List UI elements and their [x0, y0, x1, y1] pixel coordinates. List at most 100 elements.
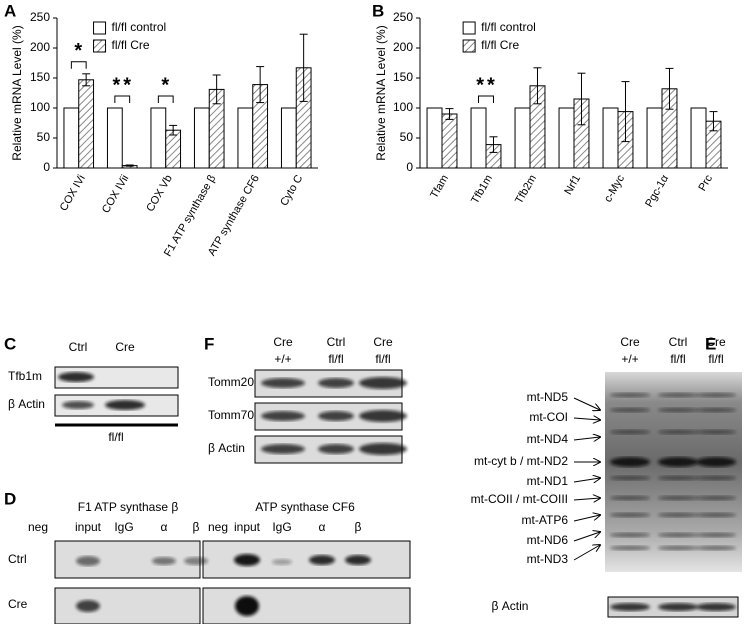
band: [62, 401, 94, 409]
column-label: fl/fl: [670, 352, 685, 366]
band: [696, 475, 736, 481]
arrow: [573, 397, 600, 410]
band: [610, 495, 650, 501]
column-label: Cre: [373, 335, 393, 349]
band: [359, 443, 407, 455]
significance-bracket: [70, 61, 87, 69]
genotype-label: fl/fl: [108, 430, 123, 444]
row-label: Tomm70: [208, 408, 254, 422]
y-tick-label: 150: [393, 70, 413, 84]
band: [610, 512, 650, 518]
band: [610, 475, 650, 481]
legend-swatch: [462, 21, 476, 35]
bar: [63, 107, 80, 169]
gel: [605, 372, 742, 572]
group-title: ATP synthase CF6: [255, 500, 355, 514]
arrow: [573, 545, 600, 561]
column-label: Ctrl: [327, 335, 346, 349]
lane-label: neg: [28, 520, 48, 534]
legend-label: fl/fl control: [112, 20, 167, 34]
column-label: +/+: [274, 352, 291, 366]
error-bar: [256, 66, 265, 104]
significance-label: *: [74, 40, 85, 62]
band: [309, 555, 335, 565]
band: [696, 532, 736, 538]
y-tick-label: 0: [43, 160, 50, 174]
arrow: [573, 478, 600, 482]
error-bar: [445, 108, 454, 120]
error-bar: [299, 33, 308, 102]
column-label: fl/fl: [375, 352, 390, 366]
arrow: [573, 418, 600, 420]
column-label: Ctrl: [69, 340, 88, 354]
lane-label: neg: [208, 520, 228, 534]
band: [610, 603, 650, 611]
bar: [558, 107, 575, 169]
bar: [514, 107, 531, 169]
y-tick-label: 0: [406, 160, 413, 174]
y-axis-label: Relative mRNA Level (%): [374, 25, 388, 160]
x-tick-label: Cyto C: [278, 173, 305, 208]
band-label: mt-ND5: [527, 390, 569, 404]
band-label: mt-ND6: [527, 533, 569, 547]
bar: [150, 107, 167, 169]
x-tick-label: Prc: [696, 173, 715, 194]
error-bar: [169, 124, 178, 136]
band-label: mt-ND3: [527, 552, 569, 566]
band: [76, 600, 100, 612]
x-tick-label: Tfb2m: [513, 173, 539, 206]
bar: [426, 107, 443, 169]
band: [261, 411, 305, 421]
bar: [193, 107, 210, 169]
group-title: F1 ATP synthase β: [78, 500, 179, 514]
y-tick-label: 200: [30, 40, 50, 54]
error-bar: [533, 67, 542, 105]
band: [696, 429, 736, 435]
bar: [78, 79, 95, 169]
x-tick-label: Nrf1: [562, 173, 583, 197]
band: [696, 392, 736, 398]
y-tick-label: 50: [400, 130, 414, 144]
lane-label: IgG: [272, 520, 291, 534]
y-tick-label: 100: [393, 100, 413, 114]
band: [610, 457, 650, 467]
error-bar: [621, 81, 630, 143]
bar: [106, 107, 123, 169]
band: [261, 378, 305, 388]
error-bar: [212, 74, 221, 105]
significance-label: **: [112, 74, 134, 96]
panel-label: B: [372, 1, 384, 20]
bar: [602, 107, 619, 169]
error-bar: [665, 67, 674, 110]
band: [318, 411, 354, 421]
band: [658, 457, 698, 467]
band: [272, 559, 292, 565]
lane-label: α: [319, 520, 326, 534]
band: [234, 554, 260, 566]
band: [318, 444, 354, 454]
band-label: mt-ND1: [527, 474, 569, 488]
panel-label: D: [4, 489, 16, 508]
band-label: mt-cyt b / mt-ND2: [474, 454, 568, 468]
column-label: Ctrl: [669, 335, 688, 349]
band: [696, 512, 736, 518]
band: [610, 407, 650, 413]
arrow: [573, 498, 600, 500]
significance-bracket: [478, 95, 494, 103]
band-label: mt-COI: [529, 410, 568, 424]
band-label: mt-COII / mt-COIII: [471, 492, 568, 506]
column-label: fl/fl: [328, 352, 343, 366]
x-tick-label: Tfam: [428, 173, 451, 201]
bar: [280, 107, 297, 169]
legend-swatch: [93, 21, 107, 35]
x-tick-label: Tfb1m: [469, 173, 495, 206]
panel-label: C: [4, 334, 16, 353]
blot: [54, 366, 179, 389]
row-label: Tfb1m: [8, 369, 42, 383]
x-tick-label: COX Vb: [144, 173, 175, 214]
column-label: Cre: [706, 335, 726, 349]
arrow: [573, 515, 600, 522]
band: [696, 545, 736, 551]
band: [610, 532, 650, 538]
